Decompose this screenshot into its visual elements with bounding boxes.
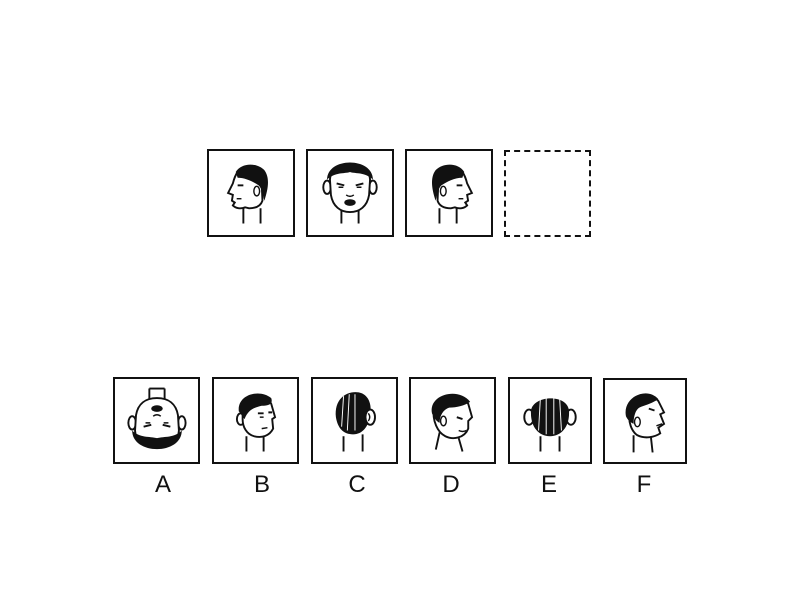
option-box-a[interactable] [113, 377, 200, 464]
head-profile-left-icon [226, 164, 268, 224]
sequence-box-1 [207, 149, 295, 237]
head-back-icon [523, 394, 577, 452]
option-box-b[interactable] [212, 377, 299, 464]
head-back-right-icon [335, 392, 376, 452]
option-label-d: D [442, 471, 460, 498]
option-label-c: C [348, 471, 366, 498]
head-front-icon [322, 162, 378, 224]
head-tilted-up-right-icon [625, 393, 666, 453]
head-profile-right-icon [432, 164, 474, 224]
option-label-f: F [636, 471, 652, 498]
sequence-box-3 [405, 149, 493, 237]
option-box-d[interactable] [409, 377, 496, 464]
option-box-f[interactable] [603, 378, 687, 464]
head-upside-down-icon [127, 387, 187, 450]
option-label-e: E [540, 471, 557, 498]
option-box-c[interactable] [311, 377, 398, 464]
option-box-e[interactable] [508, 377, 592, 464]
head-tilted-down-right-icon [431, 393, 474, 452]
head-three-quarter-right-icon [235, 393, 277, 452]
empty-answer-slot [504, 150, 591, 237]
option-label-a: A [154, 471, 171, 498]
option-label-b: B [253, 471, 270, 498]
sequence-box-2 [306, 149, 394, 237]
